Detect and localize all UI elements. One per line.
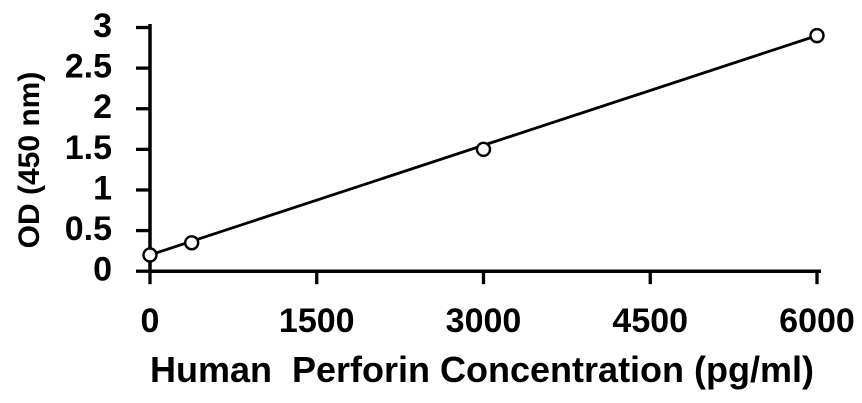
data-point-marker: [809, 27, 825, 44]
y-tick-label: 1.5: [65, 129, 112, 167]
x-tick-label: 3000: [446, 302, 522, 340]
data-point-marker: [183, 235, 200, 251]
x-axis-title: Human Perforin Concentration (pg/ml): [150, 349, 815, 390]
x-tick-label: 6000: [779, 302, 855, 340]
data-point-marker: [142, 247, 158, 263]
x-tick-label: 0: [141, 302, 160, 340]
y-tick-label: 0.5: [65, 210, 112, 248]
x-tick-label: 1500: [279, 302, 355, 340]
y-tick-label: 3: [93, 7, 112, 45]
y-axis-title: OD (450 nm): [13, 71, 46, 249]
x-tick-label: 4500: [612, 302, 688, 340]
y-tick-label: 2.5: [65, 48, 112, 86]
y-tick-label: 0: [93, 251, 112, 289]
y-tick-label: 1: [93, 169, 112, 207]
y-tick-label: 2: [93, 88, 112, 126]
data-point-marker: [475, 141, 492, 158]
